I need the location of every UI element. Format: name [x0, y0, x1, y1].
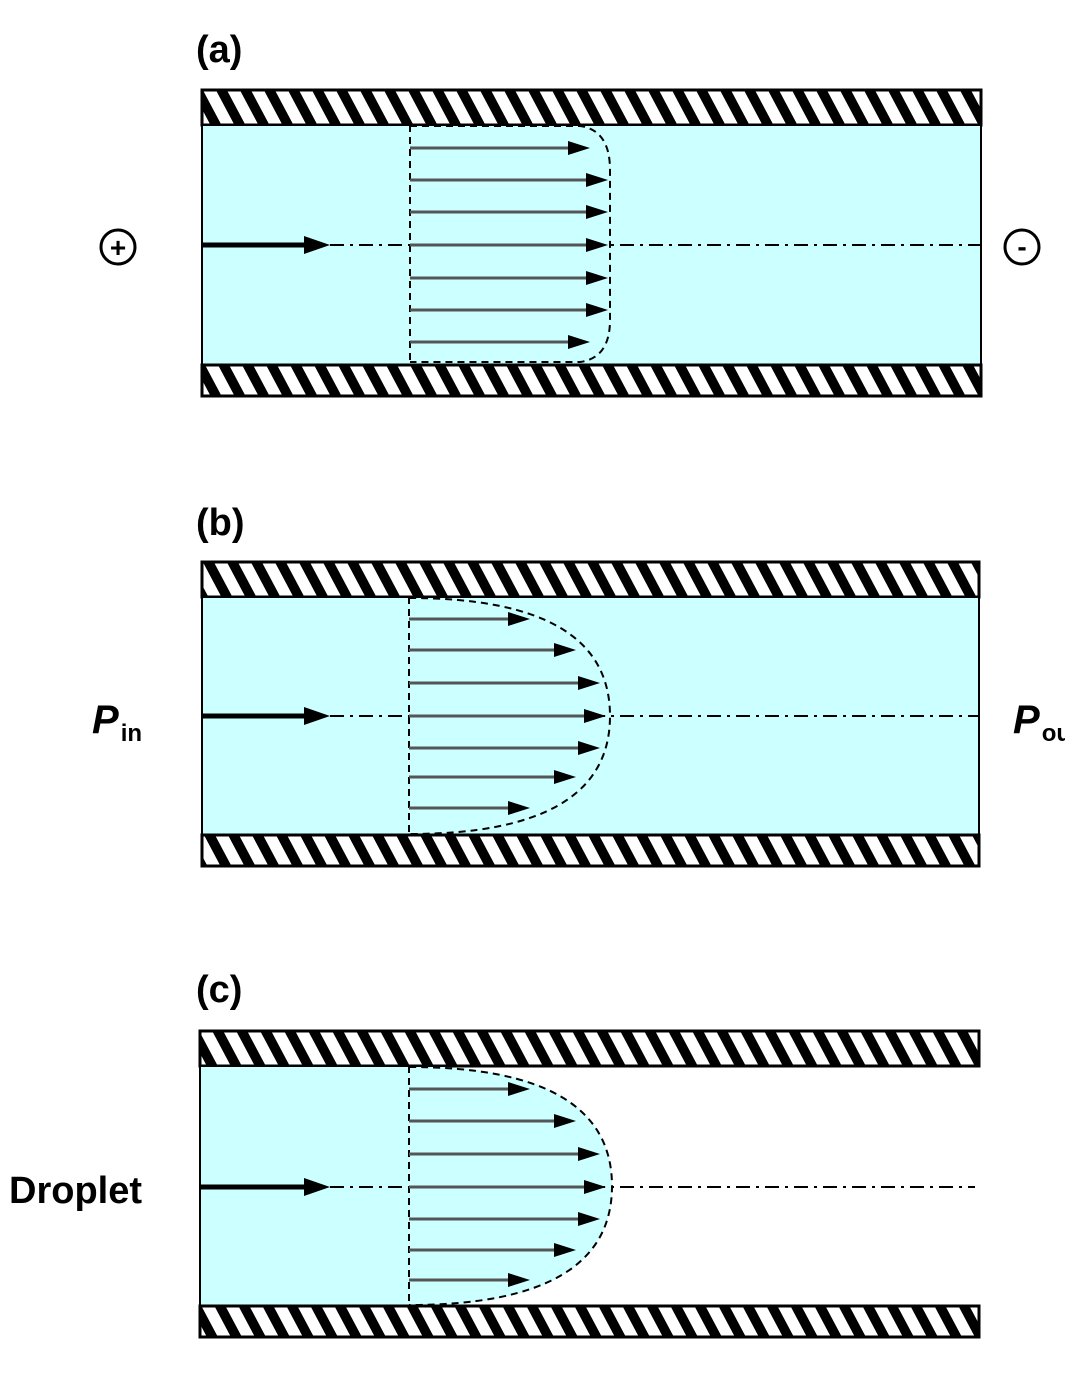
inlet-pressure-symbol: P: [92, 698, 119, 742]
velocity-arrowhead: [584, 709, 606, 723]
bottom-wall-a: [200, 363, 983, 398]
velocity-arrows-c: [409, 1082, 606, 1287]
inlet-pressure-label: Pin: [92, 698, 142, 747]
velocity-arrowhead: [508, 1273, 530, 1287]
velocity-arrowhead: [508, 612, 530, 626]
inlet-pressure-subscript: in: [121, 720, 142, 747]
droplet-front-interface: [408, 1066, 614, 1306]
velocity-arrowhead: [554, 1243, 576, 1257]
velocity-arrowhead: [586, 303, 608, 317]
top-wall-a: [200, 88, 983, 127]
velocity-arrowhead: [586, 173, 608, 187]
velocity-arrowhead: [554, 1114, 576, 1128]
velocity-arrowhead: [586, 238, 608, 252]
panel-b: (b) Pin Pou: [92, 502, 1065, 868]
positive-electrode-symbol: +: [99, 228, 137, 266]
bottom-wall-c: [198, 1304, 981, 1339]
velocity-arrows-b: [409, 612, 606, 815]
velocity-arrowhead: [578, 1212, 600, 1226]
panel-a: (a): [99, 29, 1041, 398]
velocity-arrowhead: [586, 271, 608, 285]
panel-a-label: (a): [196, 29, 242, 71]
velocity-arrowhead: [568, 335, 590, 349]
droplet-label: Droplet: [9, 1170, 142, 1212]
velocity-arrowhead: [578, 676, 600, 690]
velocity-arrowhead: [586, 205, 608, 219]
minus-circle-icon: [1003, 228, 1041, 266]
outlet-pressure-symbol: P: [1013, 698, 1040, 742]
plus-sign: +: [110, 232, 126, 263]
velocity-arrowhead: [508, 801, 530, 815]
panel-b-label: (b): [196, 502, 245, 544]
velocity-arrowhead: [578, 1147, 600, 1161]
flow-arrowhead-c: [304, 1178, 330, 1196]
velocity-arrowhead: [568, 141, 590, 155]
velocity-arrows-a: [410, 141, 608, 349]
velocity-arrowhead: [508, 1082, 530, 1096]
negative-electrode-symbol: -: [1003, 228, 1041, 266]
outlet-pressure-subscript: ou: [1042, 720, 1065, 747]
velocity-arrowhead: [554, 770, 576, 784]
velocity-arrowhead: [578, 741, 600, 755]
bottom-wall-b: [200, 833, 981, 868]
flow-arrowhead-a: [304, 236, 330, 254]
flow-arrowhead-b: [304, 707, 330, 725]
droplet-body: [200, 1066, 612, 1306]
panel-c-label: (c): [196, 969, 242, 1011]
top-wall-c: [198, 1029, 981, 1068]
plug-profile-envelope: [410, 125, 611, 363]
panel-c: (c) Droplet: [9, 969, 981, 1339]
top-wall-b: [200, 560, 981, 599]
plus-circle-icon: [99, 228, 137, 266]
velocity-arrowhead: [584, 1180, 606, 1194]
velocity-arrowhead: [554, 643, 576, 657]
minus-sign: -: [1017, 231, 1026, 262]
outlet-pressure-label: Pou: [1013, 698, 1065, 747]
